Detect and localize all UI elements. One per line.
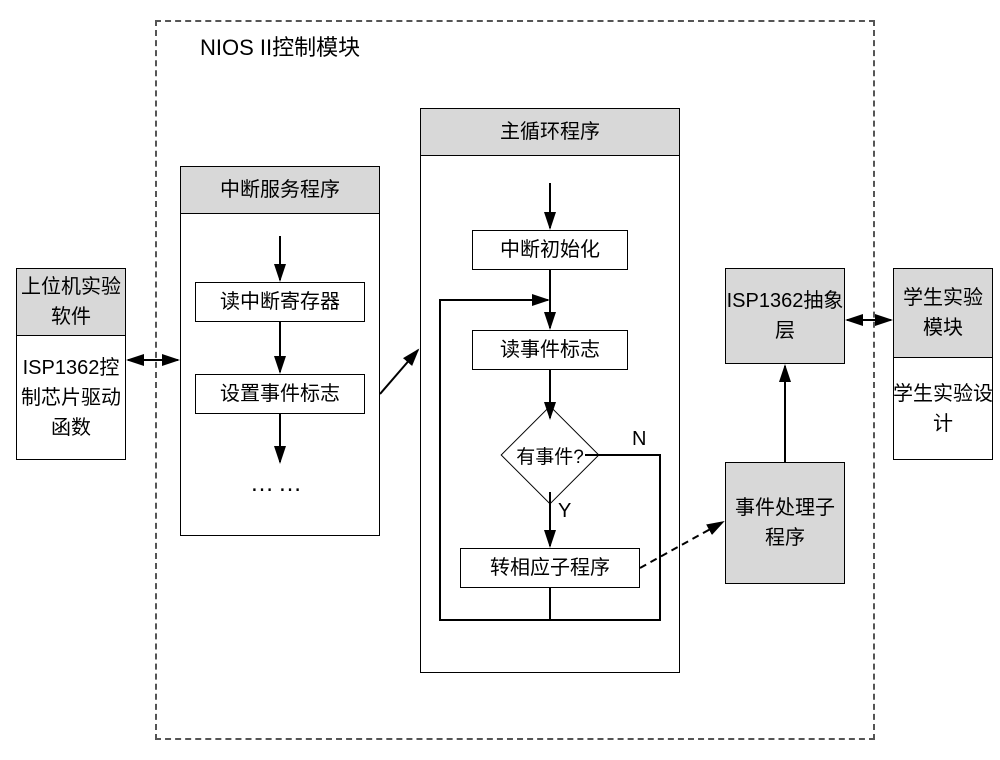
decision-n-label: N xyxy=(632,428,646,451)
decision-y-label: Y xyxy=(558,500,571,523)
student-bottom-label: 学生实验设计 xyxy=(893,379,993,439)
evt-handler-label: 事件处理子程序 xyxy=(726,493,844,553)
host-sw-bottom-label: ISP1362控制芯片驱动函数 xyxy=(16,353,126,443)
evt-handler: 事件处理子程序 xyxy=(725,462,845,584)
isr-set-flag: 设置事件标志 xyxy=(195,374,365,414)
decision-text: 有事件? xyxy=(495,430,605,480)
diagram-root: NIOS II控制模块 上位机实验软件 ISP1362控制芯片驱动函数 学生实验… xyxy=(0,0,1000,760)
host-sw-top-label: 上位机实验软件 xyxy=(17,272,125,332)
isr-header: 中断服务程序 xyxy=(180,166,380,214)
isp-layer: ISP1362抽象层 xyxy=(725,268,845,364)
main-header: 主循环程序 xyxy=(420,108,680,156)
nios-module-label: NIOS II控制模块 xyxy=(195,30,365,62)
main-frame xyxy=(420,108,680,673)
isp-layer-label: ISP1362抽象层 xyxy=(726,286,844,346)
main-goto-sub: 转相应子程序 xyxy=(460,548,640,588)
student-top: 学生实验模块 xyxy=(893,268,993,358)
student-top-label: 学生实验模块 xyxy=(894,283,992,343)
host-sw-top: 上位机实验软件 xyxy=(16,268,126,336)
student-bottom: 学生实验设计 xyxy=(893,358,993,460)
main-read-flag: 读事件标志 xyxy=(472,330,628,370)
isr-read-reg: 读中断寄存器 xyxy=(195,282,365,322)
main-init: 中断初始化 xyxy=(472,230,628,270)
host-sw-bottom: ISP1362控制芯片驱动函数 xyxy=(16,336,126,460)
isr-dots: …… xyxy=(250,470,306,498)
